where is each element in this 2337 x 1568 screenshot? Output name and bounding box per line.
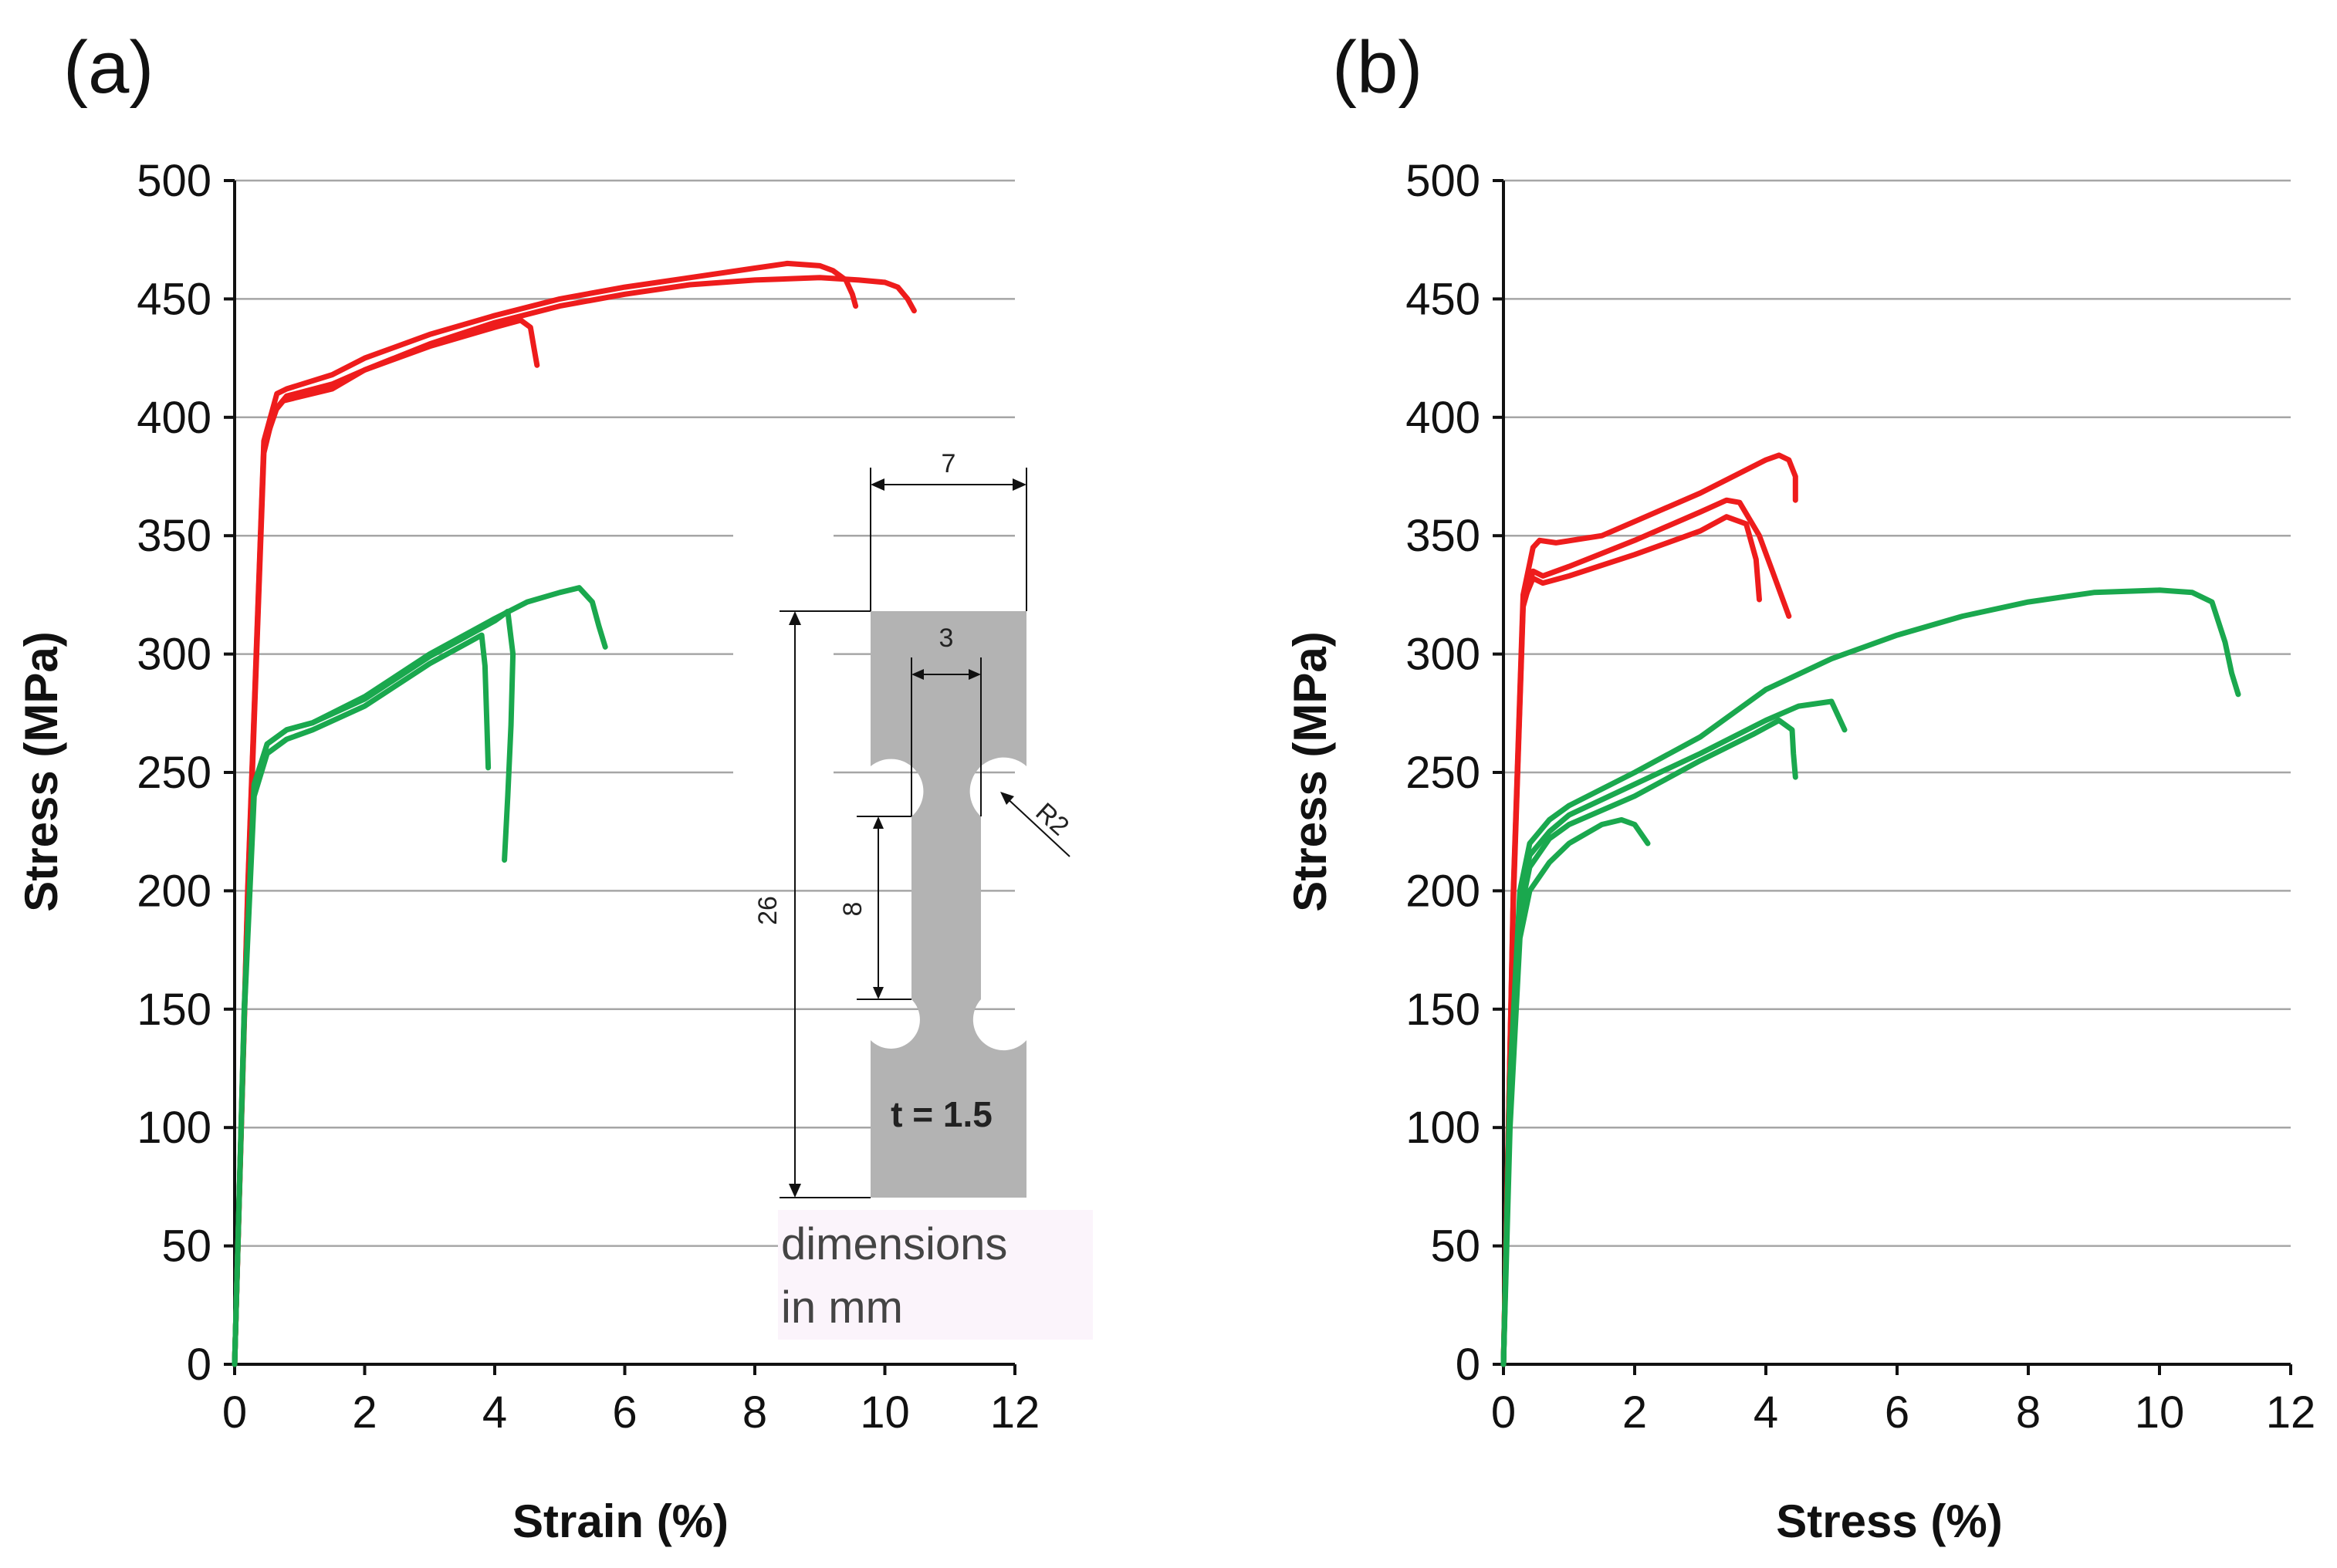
panel-b-axes (1493, 179, 2292, 1375)
dim-7-label: 7 (942, 449, 956, 478)
panel-b-y-tick-label: 250 (1405, 748, 1480, 798)
panel-b-y-tick-label: 200 (1405, 866, 1480, 916)
panel-b-x-tick-label: 2 (1622, 1387, 1647, 1438)
panel-b-series-red-2 (1500, 497, 1792, 1367)
specimen-inset: 7 3 26 8 R2 t = 1.5 dimensions in mm (733, 449, 1093, 1340)
panel-b-y-tick-label: 500 (1405, 156, 1480, 206)
panel-a-x-tick-label: 12 (990, 1387, 1040, 1438)
panel-a-x-tick-label: 2 (352, 1387, 377, 1438)
panel-a-y-tick-label: 300 (137, 630, 211, 680)
dim-r2-leader (1003, 794, 1070, 857)
panel-a-x-tick-label: 6 (612, 1387, 637, 1438)
panel-a-y-tick-label: 200 (137, 866, 211, 916)
panel-a-series-red-1 (232, 260, 859, 1367)
panel-a-axes (224, 179, 1016, 1375)
panel-b-y-tick-label: 100 (1405, 1103, 1480, 1153)
panel-a-series-green-1 (232, 585, 608, 1367)
panel-b-y-tick-label: 400 (1405, 393, 1480, 443)
panel-b-series-red-3 (1500, 514, 1762, 1367)
panel-a-series-green-2 (232, 632, 492, 1367)
panel-a-gridlines (235, 179, 1015, 1247)
panel-a-y-tick-label: 250 (137, 748, 211, 798)
dim-r2-label: R2 (1030, 797, 1074, 841)
panel-b-x-tick-label: 10 (2135, 1387, 2185, 1438)
panel-a-x-axis-title: Strain (%) (512, 1495, 729, 1547)
panel-b-y-tick-label: 50 (1430, 1222, 1480, 1272)
panel-b-x-tick-label: 6 (1885, 1387, 1909, 1438)
panel-a-x-tick-label: 4 (482, 1387, 507, 1438)
panel-a-label: (a) (63, 26, 154, 109)
panel-a-y-axis-title: Stress (MPa) (15, 631, 67, 911)
panel-a-y-tick-label: 400 (137, 393, 211, 443)
panel-b-y-tick-label: 450 (1405, 274, 1480, 324)
panel-a-tick-labels: 0 50 100 150 200 250 300 350 400 450 500 0 2 4 6 8 10 12 (137, 156, 1040, 1438)
panel-a-y-tick-label: 350 (137, 511, 211, 561)
panel-b-x-tick-label: 4 (1754, 1387, 1778, 1438)
dim-26-label: 26 (753, 896, 783, 925)
dimensions-note-line2: in mm (781, 1282, 903, 1333)
panel-a-y-tick-label: 100 (137, 1103, 211, 1153)
panel-b-label: (b) (1332, 26, 1422, 109)
thickness-label: t = 1.5 (891, 1094, 993, 1134)
panel-a-y-tick-label: 50 (161, 1222, 211, 1272)
panel-b-y-tick-label: 350 (1405, 511, 1480, 561)
panel-a-y-tick-label: 0 (187, 1340, 211, 1390)
panel-b-y-tick-label: 0 (1456, 1340, 1480, 1390)
panel-b-series (1500, 452, 2241, 1367)
panel-b-y-tick-label: 150 (1405, 985, 1480, 1035)
inset-background (733, 532, 834, 795)
panel-b-x-tick-label: 8 (2016, 1387, 2041, 1438)
panel-b-y-axis-title: Stress (MPa) (1284, 631, 1336, 911)
dim-8-label: 8 (838, 902, 867, 917)
panel-a-series-red-2 (232, 275, 917, 1367)
panel-b-x-axis-title: Stress (%) (1776, 1495, 2002, 1547)
panel-a-x-tick-label: 10 (860, 1387, 910, 1438)
panel-a-y-tick-label: 450 (137, 274, 211, 324)
panel-b-x-tick-label: 0 (1491, 1387, 1516, 1438)
panel-b-x-tick-label: 12 (2266, 1387, 2316, 1438)
panel-b-series-green-4 (1500, 816, 1651, 1367)
panel-a-series-green-3 (232, 608, 516, 1367)
panel-a-x-tick-label: 8 (742, 1387, 767, 1438)
panel-b-series-green-1 (1500, 587, 2241, 1367)
dim-3-label: 3 (939, 623, 954, 653)
dimensions-note-box (778, 1210, 1093, 1340)
dim-r2-arrow (1000, 792, 1014, 805)
panel-b-gridlines (1503, 179, 2291, 1247)
panel-b-series-red-1 (1500, 452, 1798, 1367)
panel-a-x-tick-label: 0 (222, 1387, 247, 1438)
specimen-shape (871, 611, 1026, 1198)
panel-a-series (232, 260, 917, 1367)
panel-b-y-tick-label: 300 (1405, 630, 1480, 680)
panel-a-series-red-3 (232, 317, 540, 1367)
panel-b-tick-labels: 0 50 100 150 200 250 300 350 400 450 500 0 2 4 6 8 10 12 (1405, 156, 2315, 1438)
panel-b-series-green-3 (1500, 718, 1798, 1367)
panel-b-series-green-2 (1500, 698, 1848, 1367)
dimensions-note-line1: dimensions (781, 1219, 1007, 1269)
panel-a-y-tick-label: 500 (137, 156, 211, 206)
panel-a-y-tick-label: 150 (137, 985, 211, 1035)
